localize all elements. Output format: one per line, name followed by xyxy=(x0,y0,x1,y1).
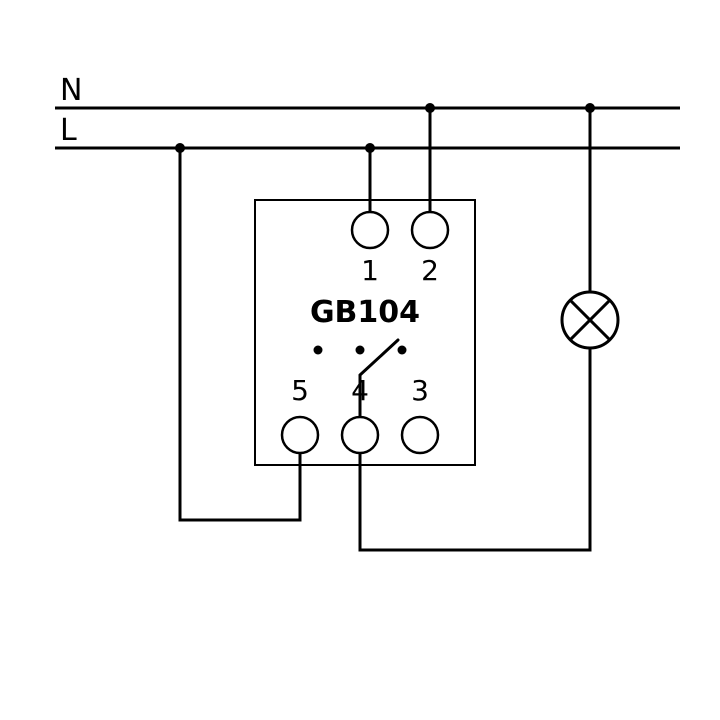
device-label: GB104 xyxy=(310,295,420,330)
terminal-label-2: 2 xyxy=(421,254,439,287)
switch-contact-dot xyxy=(356,346,365,355)
rail-label-N: N xyxy=(60,73,82,108)
terminal-label-5: 5 xyxy=(291,374,309,407)
switch-contact-dot xyxy=(398,346,407,355)
switch-contact-dot xyxy=(314,346,323,355)
junction-node xyxy=(585,103,595,113)
junction-node xyxy=(365,143,375,153)
terminal-label-1: 1 xyxy=(361,254,379,287)
junction-node xyxy=(425,103,435,113)
junction-node xyxy=(175,143,185,153)
terminal-label-3: 3 xyxy=(411,374,429,407)
wiring-diagram: NLGB10412543 xyxy=(0,0,720,720)
rail-label-L: L xyxy=(60,113,77,148)
